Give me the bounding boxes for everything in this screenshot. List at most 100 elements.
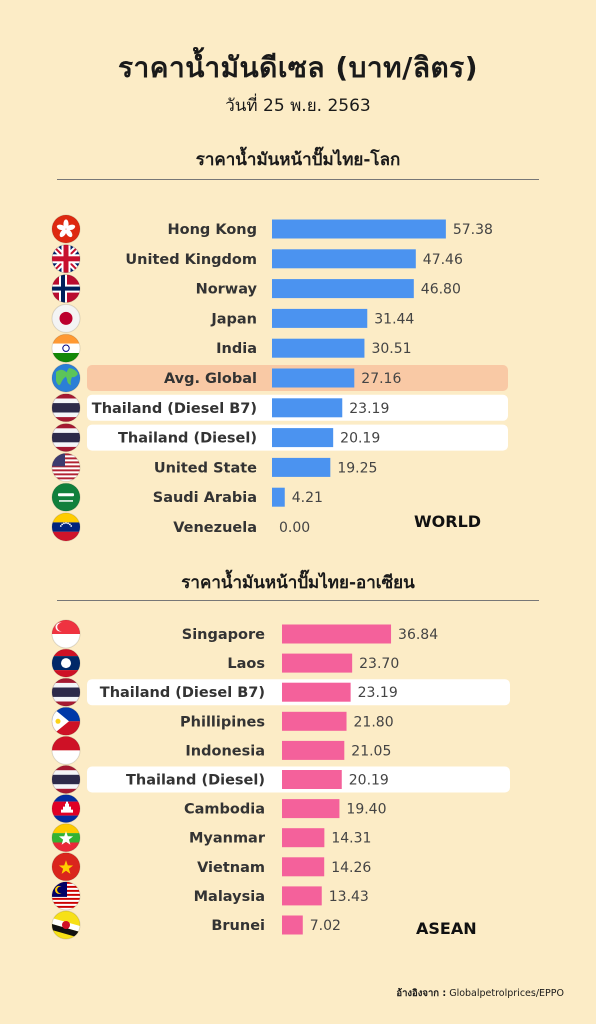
world-divider bbox=[57, 179, 539, 180]
world-value-label: 47.46 bbox=[423, 252, 463, 268]
world-bar bbox=[272, 398, 343, 418]
asean-bar bbox=[282, 770, 342, 789]
thailand-flag bbox=[51, 677, 81, 707]
world-row: India 30.51 bbox=[51, 333, 412, 363]
brunei-flag bbox=[51, 910, 81, 940]
asean-bar bbox=[282, 886, 322, 906]
asean-value-label: 21.80 bbox=[354, 714, 394, 730]
world-category-label: Hong Kong bbox=[168, 222, 258, 238]
asean-row: Indonesia 21.05 bbox=[51, 735, 391, 765]
world-row: United State 19.25 bbox=[51, 452, 377, 482]
asean-value-label: 21.05 bbox=[351, 743, 391, 759]
world-value-label: 23.19 bbox=[349, 401, 389, 417]
india-flag bbox=[51, 333, 81, 363]
world-category-label: Avg. Global bbox=[164, 371, 257, 387]
thailand-flag bbox=[51, 393, 81, 423]
source-value: Globalpetrolprices/EPPO bbox=[449, 988, 564, 999]
world-row: Japan 31.44 bbox=[51, 303, 414, 333]
cambodia-flag bbox=[51, 794, 81, 824]
asean-category-label: Vietnam bbox=[197, 860, 265, 876]
asean-bar bbox=[282, 915, 303, 935]
asean-category-label: Indonesia bbox=[185, 743, 265, 759]
asean-category-label: Malaysia bbox=[194, 889, 265, 905]
asean-category-label: Myanmar bbox=[189, 831, 266, 847]
asean-row: Laos 23.70 bbox=[51, 648, 399, 678]
world-row: United Kingdom 47.46 bbox=[51, 244, 463, 274]
world-value-label: 20.19 bbox=[340, 431, 380, 447]
venezuela-flag bbox=[51, 512, 81, 542]
asean-row: Singapore 36.84 bbox=[51, 619, 438, 649]
malaysia-flag bbox=[51, 881, 81, 911]
asean-row: Thailand (Diesel B7) 23.19 bbox=[51, 677, 510, 707]
world-bar bbox=[272, 487, 285, 507]
world-row: Venezuela 0.00 bbox=[51, 512, 310, 542]
asean-bar bbox=[282, 857, 325, 877]
world-bar bbox=[272, 249, 416, 269]
world-category-label: United State bbox=[154, 460, 257, 476]
asean-category-label: Thailand (Diesel B7) bbox=[100, 685, 265, 701]
saudi-arabia-flag bbox=[51, 482, 81, 512]
world-bar bbox=[272, 308, 368, 328]
world-value-label: 46.80 bbox=[421, 282, 461, 298]
asean-value-label: 19.40 bbox=[346, 802, 386, 818]
source-label: อ้างอิงจาก : bbox=[396, 988, 447, 999]
world-value-label: 0.00 bbox=[279, 520, 310, 536]
asean-row: Thailand (Diesel) 20.19 bbox=[51, 765, 510, 794]
asean-value-label: 20.19 bbox=[349, 773, 389, 789]
asean-bar bbox=[282, 653, 353, 673]
world-bar bbox=[272, 368, 355, 388]
world-row: Norway 46.80 bbox=[51, 274, 461, 304]
world-bar bbox=[272, 279, 414, 299]
asean-row: Phillipines 21.80 bbox=[51, 706, 394, 736]
world-category-label: India bbox=[216, 341, 257, 357]
usa-flag bbox=[51, 452, 81, 482]
world-category-label: Thailand (Diesel) bbox=[118, 431, 257, 447]
singapore-flag bbox=[51, 619, 81, 649]
indonesia-flag bbox=[51, 735, 81, 765]
asean-value-label: 36.84 bbox=[398, 627, 438, 643]
world-row: Saudi Arabia 4.21 bbox=[51, 482, 323, 512]
page-title: ราคาน้ำมันดีเซล (บาท/ลิตร) bbox=[118, 51, 478, 84]
world-bar bbox=[272, 428, 334, 448]
world-bar bbox=[272, 457, 331, 477]
world-row: Thailand (Diesel) 20.19 bbox=[51, 423, 508, 453]
world-row: Thailand (Diesel B7) 23.19 bbox=[51, 393, 508, 423]
world-value-label: 30.51 bbox=[371, 341, 411, 357]
asean-bar bbox=[282, 624, 392, 644]
asean-section-title: ราคาน้ำมันหน้าปั๊มไทย-อาเซียน bbox=[181, 573, 415, 593]
norway-flag bbox=[51, 274, 81, 304]
page-subtitle: วันที่ 25 พ.ย. 2563 bbox=[225, 96, 371, 116]
asean-row: Myanmar 14.31 bbox=[51, 823, 371, 853]
philippines-flag bbox=[51, 706, 81, 736]
thailand-flag bbox=[51, 423, 81, 453]
asean-category-label: Laos bbox=[227, 656, 265, 672]
asean-category-label: Phillipines bbox=[180, 714, 265, 730]
world-category-label: Thailand (Diesel B7) bbox=[92, 401, 257, 417]
asean-region-label: ASEAN bbox=[416, 919, 477, 938]
asean-value-label: 23.19 bbox=[358, 685, 398, 701]
world-category-label: Japan bbox=[210, 311, 257, 327]
world-value-label: 31.44 bbox=[374, 311, 414, 327]
asean-value-label: 14.31 bbox=[331, 831, 371, 847]
world-bar bbox=[272, 338, 365, 358]
world-category-label: Venezuela bbox=[173, 520, 257, 536]
asean-value-label: 23.70 bbox=[359, 656, 399, 672]
asean-row: Malaysia 13.43 bbox=[51, 881, 369, 911]
world-value-label: 4.21 bbox=[292, 490, 323, 506]
asean-category-label: Brunei bbox=[211, 918, 265, 934]
japan-flag bbox=[51, 303, 81, 333]
world-section-title: ราคาน้ำมันหน้าปั๊มไทย-โลก bbox=[195, 150, 401, 170]
asean-divider bbox=[57, 600, 539, 601]
globe-icon bbox=[51, 363, 81, 393]
asean-value-label: 7.02 bbox=[310, 918, 341, 934]
asean-value-label: 13.43 bbox=[329, 889, 369, 905]
asean-row: Brunei 7.02 bbox=[51, 910, 341, 940]
world-category-label: Norway bbox=[196, 282, 258, 298]
hong-kong-flag bbox=[51, 214, 81, 244]
world-bar bbox=[272, 219, 446, 239]
asean-bar bbox=[282, 740, 345, 760]
world-row: Avg. Global 27.16 bbox=[51, 363, 508, 393]
source-note: อ้างอิงจาก : Globalpetrolprices/EPPO bbox=[396, 986, 564, 1001]
world-value-label: 19.25 bbox=[337, 460, 377, 476]
uk-flag bbox=[51, 244, 81, 274]
